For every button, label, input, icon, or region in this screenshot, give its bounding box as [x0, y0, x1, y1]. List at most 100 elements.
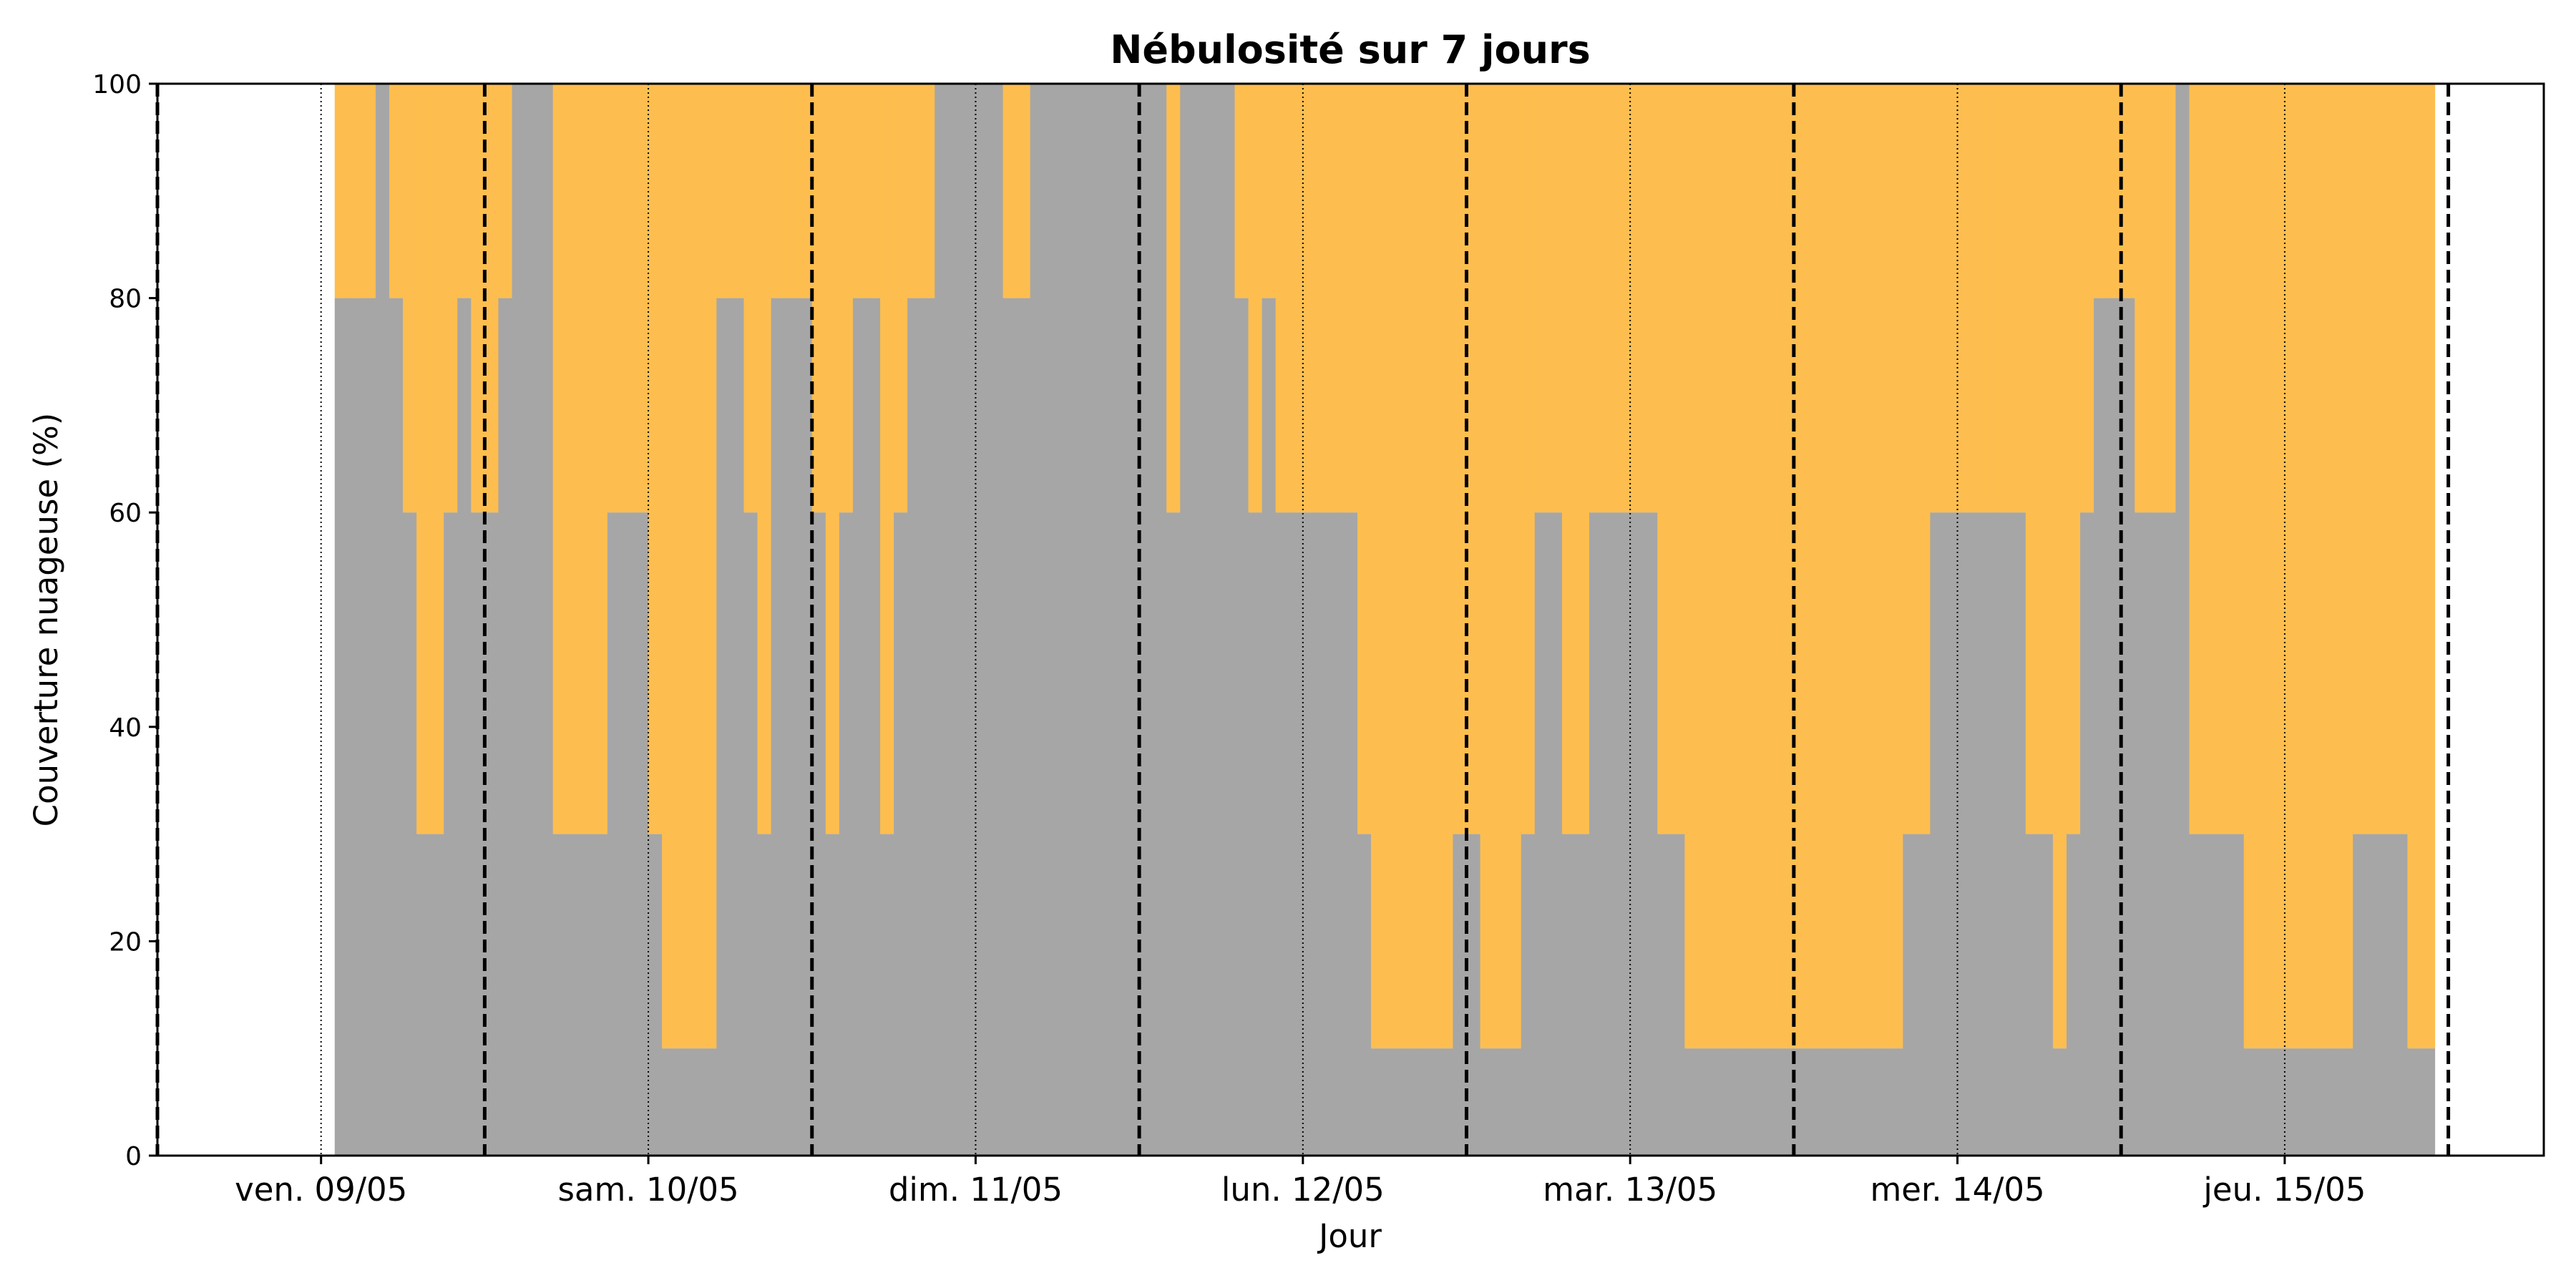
cloud-bar: [1084, 84, 1099, 1156]
clear-sky-bar: [2135, 84, 2149, 513]
clear-sky-bar: [1957, 84, 1972, 513]
cloud-bar: [1302, 512, 1317, 1156]
cloud-bar: [1398, 1048, 1413, 1156]
clear-sky-bar: [1671, 84, 1685, 834]
cloud-bar: [1194, 84, 1208, 1156]
cloud-bar: [921, 298, 935, 1156]
clear-sky-bar: [430, 84, 444, 834]
cloud-bar: [1644, 512, 1658, 1156]
cloud-bar: [552, 834, 567, 1156]
cloud-bar: [2121, 298, 2135, 1156]
cloud-bar: [566, 834, 581, 1156]
clear-sky-bar: [1903, 84, 1917, 834]
clear-sky-bar: [1343, 84, 1358, 513]
cloud-bar: [894, 512, 908, 1156]
clear-sky-bar: [866, 84, 881, 298]
cloud-bar: [1998, 512, 2013, 1156]
cloud-bar: [1234, 298, 1249, 1156]
cloud-bar: [1630, 512, 1644, 1156]
clear-sky-bar: [1916, 84, 1931, 834]
cloud-bar: [866, 298, 881, 1156]
cloud-bar: [1153, 84, 1167, 1156]
cloud-bar: [1930, 512, 1945, 1156]
y-tick-label: 40: [109, 713, 142, 743]
clear-sky-bar: [907, 84, 922, 298]
x-tick-label: dim. 11/05: [889, 1171, 1063, 1209]
clear-sky-bar: [1493, 84, 1508, 1049]
clear-sky-bar: [2148, 84, 2162, 513]
clear-sky-bar: [607, 84, 622, 513]
clear-sky-bar: [1330, 84, 1345, 513]
cloud-bar: [2189, 834, 2204, 1156]
cloud-bar: [689, 1048, 703, 1156]
clear-sky-bar: [2052, 84, 2067, 1049]
cloud-bar: [416, 834, 431, 1156]
clear-sky-bar: [416, 84, 431, 834]
clear-sky-bar: [2407, 84, 2422, 1049]
x-tick-label: lun. 12/05: [1221, 1171, 1385, 1209]
clear-sky-bar: [1766, 84, 1781, 1049]
cloud-bar: [1275, 512, 1290, 1156]
plot-area: [155, 82, 2545, 1157]
cloud-bars: [334, 84, 2436, 1156]
cloud-bar: [2162, 512, 2177, 1156]
cloud-bar: [1807, 1048, 1822, 1156]
cloud-bar: [852, 298, 867, 1156]
cloud-bar: [375, 84, 390, 1156]
clear-sky-bar: [2339, 84, 2353, 1049]
cloud-bar: [962, 84, 977, 1156]
cloud-bar: [1043, 84, 1058, 1156]
cloud-bar: [2380, 834, 2394, 1156]
clear-sky-bar: [552, 84, 567, 834]
cloud-bar: [1752, 1048, 1767, 1156]
clear-sky-bar: [1889, 84, 1903, 1049]
cloud-bar: [2148, 512, 2162, 1156]
cloud-bar: [1603, 512, 1617, 1156]
cloud-bar: [2025, 834, 2040, 1156]
cloud-bar: [1248, 512, 1263, 1156]
cloud-bar: [593, 834, 608, 1156]
cloud-bar: [1957, 512, 1972, 1156]
clear-sky-bar: [675, 84, 690, 1049]
clear-sky-bar: [1603, 84, 1617, 513]
cloud-bar: [1820, 1048, 1835, 1156]
clear-sky-bar: [1398, 84, 1413, 1049]
clear-sky-bar: [1534, 84, 1549, 513]
cloud-bar: [1698, 1048, 1713, 1156]
y-tick-label: 60: [109, 499, 142, 528]
cloud-bar: [1657, 834, 1672, 1156]
clear-sky-bar: [498, 84, 513, 298]
cloud-bar: [2366, 834, 2381, 1156]
cloud-bar: [444, 512, 458, 1156]
clear-sky-bar: [1016, 84, 1031, 298]
clear-sky-bar: [689, 84, 703, 1049]
x-tick-label: mer. 14/05: [1870, 1171, 2044, 1209]
cloud-bar: [1357, 834, 1372, 1156]
cloud-bar: [1207, 84, 1222, 1156]
cloud-bar: [1098, 84, 1113, 1156]
cloud-bar: [1070, 84, 1085, 1156]
cloud-bar: [1684, 1048, 1699, 1156]
cloud-bar: [1425, 1048, 1440, 1156]
cloud-bar: [1262, 298, 1277, 1156]
cloud-bar: [935, 84, 949, 1156]
cloud-bar: [498, 298, 513, 1156]
cloud-bar: [1493, 1048, 1508, 1156]
clear-sky-bar: [2366, 84, 2381, 834]
clear-sky-bar: [839, 84, 854, 513]
clear-sky-bar: [2380, 84, 2394, 834]
clear-sky-bar: [1971, 84, 1986, 513]
cloud-bar: [1439, 1048, 1454, 1156]
clear-sky-bar: [894, 84, 908, 513]
cloud-bar: [2202, 834, 2218, 1156]
cloud-bar: [1343, 512, 1358, 1156]
clear-sky-bar: [2189, 84, 2204, 834]
cloud-bar: [635, 512, 649, 1156]
cloud-bar: [1548, 512, 1563, 1156]
clear-sky-bar: [484, 84, 499, 513]
cloud-bar: [2011, 512, 2026, 1156]
cloud-bar: [2326, 1048, 2340, 1156]
clear-sky-bar: [1752, 84, 1767, 1049]
clear-sky-bar: [2326, 84, 2340, 1049]
y-tick-label: 100: [92, 70, 142, 99]
